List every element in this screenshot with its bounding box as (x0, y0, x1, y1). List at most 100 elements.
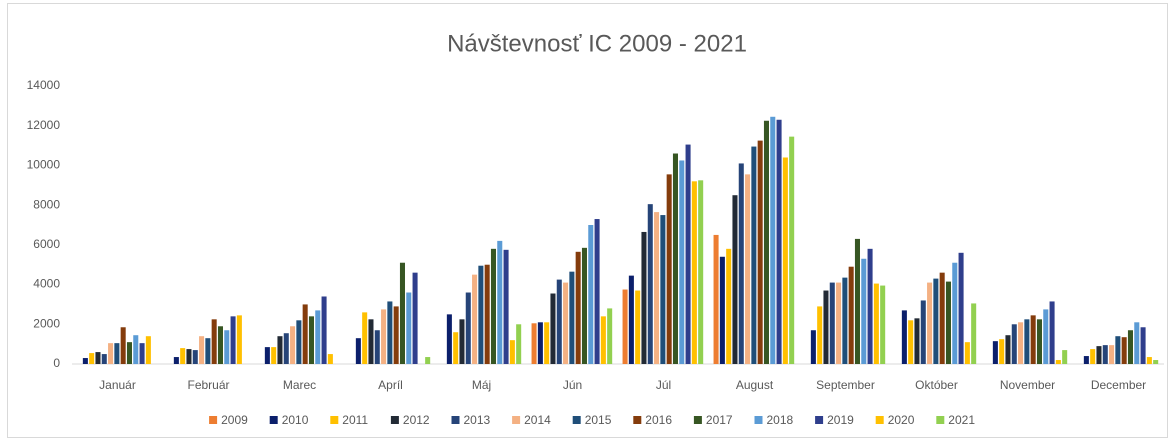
bar (628, 275, 634, 364)
y-tick-label: 14000 (27, 78, 61, 92)
bar (1121, 337, 1127, 364)
bar (381, 309, 387, 364)
bar (503, 249, 509, 364)
bar (1049, 301, 1055, 364)
bar (544, 322, 550, 364)
legend-swatch (815, 416, 824, 424)
bar (607, 308, 613, 364)
bar (1011, 324, 1017, 364)
x-tick-label: Február (187, 378, 229, 392)
x-tick-label: August (736, 378, 774, 392)
bar (679, 160, 685, 364)
bar (199, 336, 205, 364)
bar (362, 312, 368, 364)
y-tick-label: 2000 (33, 316, 60, 330)
bar (581, 247, 587, 364)
bar (641, 231, 647, 364)
bar (867, 248, 873, 364)
bar (277, 336, 283, 364)
bar (757, 140, 763, 364)
bar (271, 347, 277, 364)
legend-swatch (512, 416, 521, 424)
bar (406, 292, 412, 364)
bar (1146, 357, 1152, 364)
bar (453, 332, 459, 364)
bar (569, 271, 575, 364)
bar (880, 285, 886, 364)
bar (713, 234, 719, 364)
x-tick-label: Máj (472, 378, 491, 392)
bar (101, 354, 107, 364)
legend-swatch (572, 416, 581, 424)
bar (145, 336, 151, 364)
bar (836, 282, 842, 364)
bar (964, 342, 970, 364)
x-tick-label: December (1091, 378, 1146, 392)
bar (236, 315, 242, 364)
bar (732, 195, 738, 364)
bar (999, 339, 1005, 364)
bar (459, 319, 465, 364)
legend-swatch (633, 416, 642, 424)
bar (1062, 350, 1068, 364)
bar (647, 204, 653, 364)
bar (789, 136, 795, 364)
x-tick-label: Júl (656, 378, 671, 392)
bar (842, 277, 848, 364)
legend-swatch (330, 416, 339, 424)
bar (914, 318, 920, 364)
bar (719, 256, 725, 364)
bar (848, 266, 854, 364)
legend-label: 2015 (585, 413, 612, 427)
bar (1153, 360, 1159, 364)
bar (1134, 322, 1140, 364)
bar (738, 163, 744, 364)
bar (139, 343, 145, 364)
bar (217, 326, 223, 364)
legend-swatch (451, 416, 460, 424)
bar (368, 319, 374, 364)
legend-label: 2019 (827, 413, 854, 427)
bar (173, 357, 179, 364)
bar (1140, 327, 1146, 364)
x-tick-label: Jún (563, 378, 582, 392)
bar (465, 292, 471, 364)
bar (290, 326, 296, 364)
bar (920, 300, 926, 364)
bar (745, 174, 751, 364)
bar (908, 320, 914, 364)
bar (192, 350, 198, 364)
bar (958, 252, 964, 364)
bar (224, 330, 230, 364)
bar (490, 248, 496, 364)
bar (412, 272, 418, 364)
bar (230, 316, 236, 364)
bar (660, 215, 666, 364)
legend-label: 2017 (706, 413, 733, 427)
bar (901, 310, 907, 364)
bar (387, 301, 393, 364)
bar (952, 262, 958, 364)
bar (478, 265, 484, 364)
bar (594, 219, 600, 364)
bar (1055, 360, 1061, 364)
bar (873, 283, 879, 364)
bar (399, 262, 405, 364)
bar (685, 144, 691, 364)
bar (927, 282, 933, 364)
x-tick-label: November (1000, 378, 1055, 392)
bar (971, 303, 977, 364)
bar (654, 212, 660, 364)
legend-label: 2013 (464, 413, 491, 427)
bar (1115, 336, 1121, 364)
bar (992, 341, 998, 364)
legend-swatch (390, 416, 399, 424)
bar (635, 290, 641, 364)
bar (1102, 345, 1108, 364)
y-tick-label: 6000 (33, 237, 60, 251)
legend-label: 2014 (524, 413, 551, 427)
chart-title: Návštevnosť IC 2009 - 2021 (447, 30, 747, 57)
bar (770, 116, 776, 365)
legend-swatch (693, 416, 702, 424)
